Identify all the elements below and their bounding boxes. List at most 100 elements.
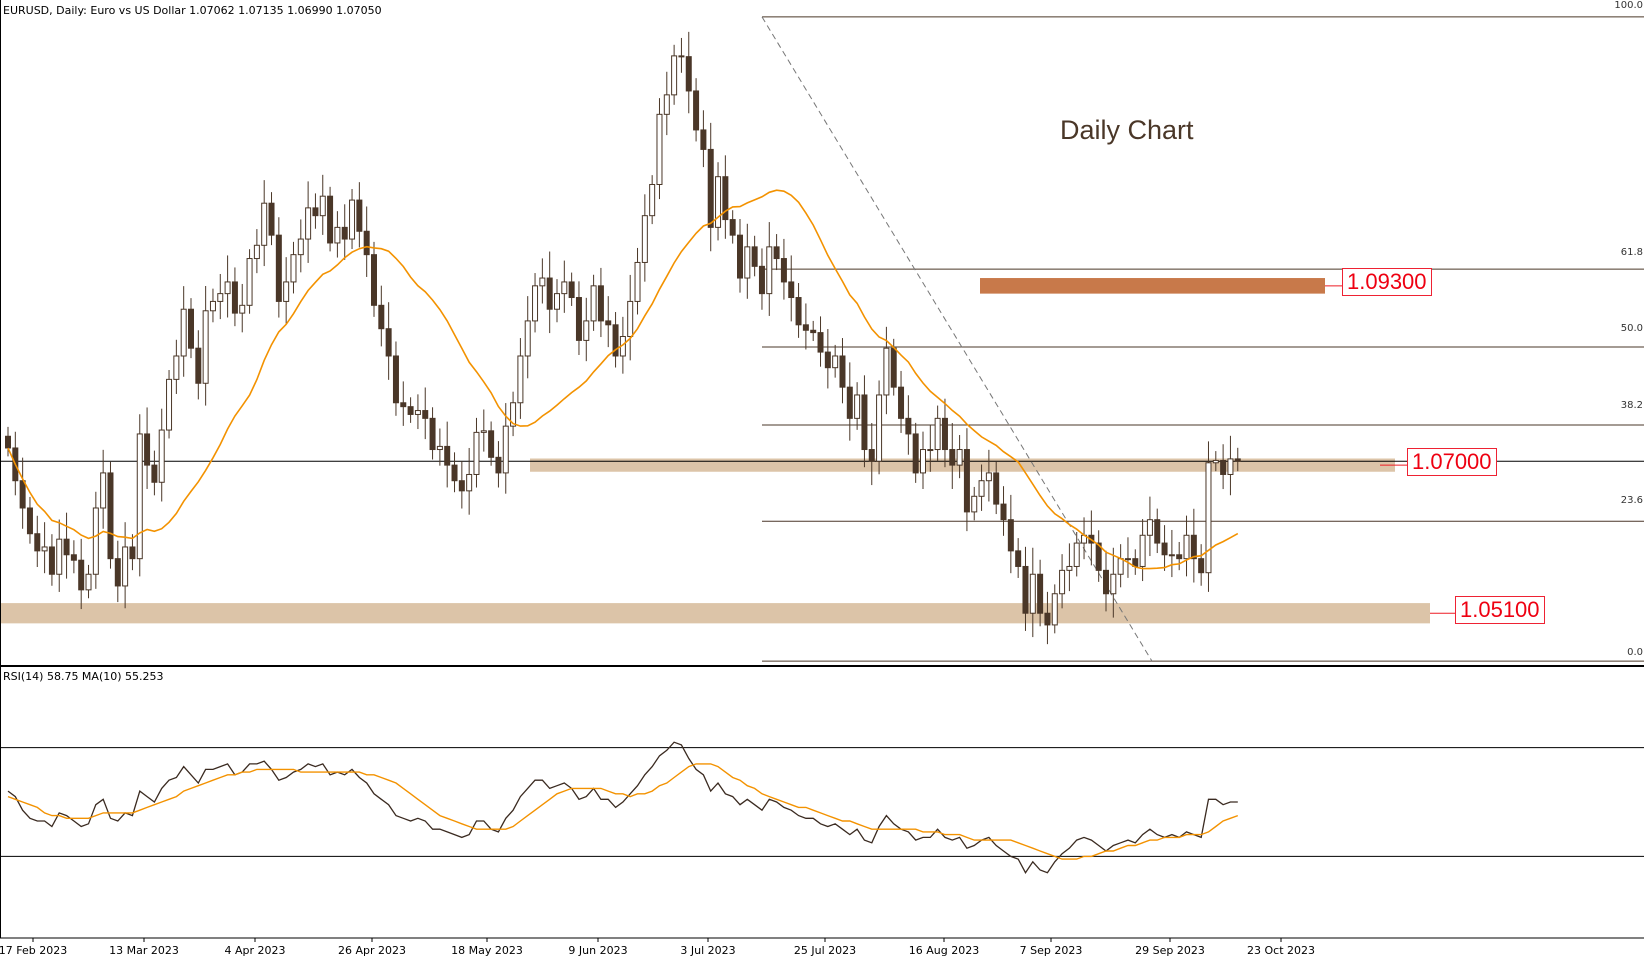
bear-candle — [795, 297, 802, 326]
bull-candle — [349, 199, 356, 240]
bull-candle — [744, 246, 751, 279]
symbol-header: EURUSD, Daily: Euro vs US Dollar 1.07062… — [3, 4, 382, 17]
bull-candle — [934, 417, 941, 451]
chart-annotation-title: Daily Chart — [1060, 115, 1194, 145]
bear-candle — [19, 480, 26, 509]
bear-candle — [758, 265, 765, 295]
bear-candle — [1015, 550, 1022, 567]
rsi-header: RSI(14) 58.75 MA(10) 55.253 — [3, 670, 164, 683]
bear-candle — [817, 332, 824, 353]
x-tick-label: 7 Sep 2023 — [1019, 944, 1083, 957]
bear-candle — [1161, 542, 1168, 556]
bull-candle — [261, 202, 268, 246]
bull-candle — [1227, 458, 1234, 475]
bull-candle — [466, 473, 473, 492]
bear-candle — [788, 281, 795, 299]
bull-candle — [290, 254, 297, 283]
bear-candle — [78, 559, 85, 591]
bear-candle — [846, 386, 853, 419]
bear-candle — [1220, 459, 1227, 475]
bull-candle — [883, 347, 890, 396]
price-tag-1-09300: 1.09300 — [1342, 268, 1432, 296]
bull-candle — [56, 538, 63, 575]
bear-candle — [568, 281, 575, 299]
bear-candle — [1176, 554, 1183, 560]
bear-candle — [546, 277, 553, 310]
bull-candle — [663, 94, 670, 115]
bear-candle — [195, 347, 202, 384]
bear-candle — [1190, 534, 1197, 560]
bear-candle — [868, 449, 875, 462]
bear-candle — [773, 246, 780, 260]
bull-candle — [217, 293, 224, 302]
bull-candle — [1146, 519, 1153, 536]
support-zone-1-05100 — [0, 603, 1430, 624]
bear-candle — [422, 410, 429, 419]
bull-candle — [1139, 534, 1146, 567]
x-tick-label: 26 Apr 2023 — [337, 944, 407, 957]
bear-candle — [963, 449, 970, 513]
x-tick-label: 4 Apr 2023 — [224, 944, 286, 957]
bear-candle — [48, 546, 55, 575]
bull-candle — [920, 449, 926, 474]
bull-candle — [927, 449, 934, 452]
bear-candle — [188, 308, 194, 349]
bull-candle — [436, 445, 443, 451]
x-tick-label: 25 Jul 2023 — [793, 944, 857, 957]
bear-candle — [63, 538, 70, 556]
bear-candle — [810, 329, 817, 334]
bull-candle — [715, 176, 722, 228]
bull-candle — [319, 195, 326, 217]
bear-candle — [824, 351, 831, 369]
x-tick-label: 17 Feb 2023 — [0, 944, 68, 957]
bull-candle — [627, 300, 634, 338]
x-tick-label: 18 May 2023 — [451, 944, 523, 957]
bear-candle — [780, 258, 787, 283]
bear-candle — [737, 234, 743, 279]
bull-candle — [158, 429, 165, 483]
bear-candle — [597, 285, 604, 322]
bear-candle — [1154, 519, 1161, 544]
x-tick-label: 29 Sep 2023 — [1135, 944, 1205, 957]
bull-candle — [41, 546, 48, 552]
bear-candle — [34, 533, 41, 552]
fib-label-0: 0.0 — [1627, 647, 1643, 658]
bear-candle — [392, 355, 399, 404]
bear-candle — [5, 435, 11, 449]
bull-candle — [641, 215, 648, 263]
bear-candle — [70, 554, 77, 561]
bear-candle — [605, 320, 612, 326]
bear-candle — [312, 207, 319, 217]
bear-candle — [905, 417, 912, 435]
bear-candle — [275, 234, 282, 302]
bull-candle — [832, 355, 839, 369]
bear-candle — [407, 406, 414, 415]
bull-candle — [590, 285, 597, 322]
bull-candle — [92, 507, 99, 575]
bear-candle — [1103, 569, 1109, 595]
bear-candle — [729, 219, 736, 236]
bear-candle — [941, 417, 948, 451]
bull-candle — [202, 310, 209, 384]
bull-candle — [473, 431, 480, 475]
bear-candle — [378, 304, 385, 330]
resistance-zone-1-09300 — [980, 278, 1325, 294]
bull-candle — [173, 355, 180, 380]
bull-candle — [671, 55, 678, 96]
bull-candle — [1073, 542, 1080, 567]
fib-trendline — [761, 16, 1153, 662]
bull-candle — [224, 281, 231, 295]
bear-candle — [949, 449, 956, 466]
bear-candle — [144, 433, 151, 466]
bear-candle — [1037, 573, 1044, 614]
bear-candle — [685, 56, 692, 92]
bear-candle — [129, 546, 136, 560]
bull-candle — [1059, 569, 1066, 595]
bear-candle — [707, 148, 714, 228]
fib-label-100: 100.0 — [1614, 0, 1643, 11]
bear-candle — [341, 226, 348, 240]
x-tick-label: 23 Oct 2023 — [1246, 944, 1316, 957]
fib-label-61-8: 61.8 — [1620, 247, 1643, 258]
bear-candle — [268, 202, 275, 236]
